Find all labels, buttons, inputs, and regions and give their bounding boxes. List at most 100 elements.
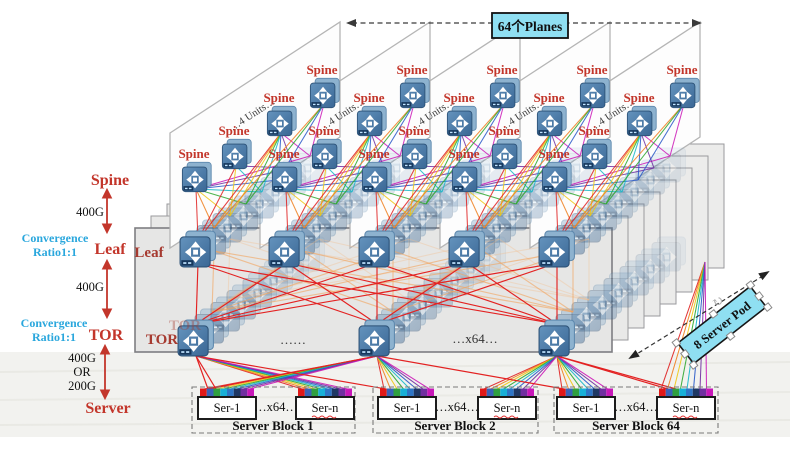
tor-row-ghost-label: TOR — [169, 318, 201, 334]
uplink-bar-segment — [420, 388, 428, 396]
tor-server-links — [195, 261, 708, 390]
uplink-bar-segment — [592, 388, 600, 396]
spine-switch-icon — [536, 105, 567, 137]
server-first-label: Ser-1 — [394, 401, 421, 415]
uplink-bar-segment — [606, 388, 613, 396]
arrowhead-left-icon — [346, 19, 356, 27]
legend-server-label: Server — [85, 400, 130, 417]
spine-label: Spine — [533, 90, 564, 105]
uplink-bar-segment — [480, 388, 487, 396]
uplink-bar-segment — [692, 388, 700, 396]
leaf-switch-icon — [448, 230, 485, 268]
spine-switch-icon — [541, 161, 572, 193]
uplink-bar-segment — [345, 388, 352, 396]
spine-label: Spine — [353, 90, 384, 105]
legend-bw-spine-leaf: 400G — [76, 205, 104, 219]
legend-convergence-2b: Ratio1:1 — [32, 330, 76, 344]
uplink-bar-segment — [298, 388, 305, 396]
uplink-bar-segment — [493, 388, 501, 396]
spellcheck-squiggle — [311, 415, 337, 419]
uplink-bar-segment — [486, 388, 494, 396]
uplink-bar-segment — [513, 388, 521, 396]
legend-spine-label: Spine — [91, 172, 129, 189]
tor-server-arrow — [99, 343, 111, 401]
uplink-bar-segment — [686, 388, 693, 396]
leaf-switch-icon — [358, 230, 395, 268]
legend-tor-label: TOR — [89, 327, 124, 344]
legend-convergence-1a: Convergence — [22, 231, 89, 245]
planes-count-callout: 64个Planes — [346, 12, 702, 39]
spine-switch-icon — [311, 138, 342, 170]
server-block-name: Server Block 1 — [232, 418, 313, 433]
uplink-bar-segment — [240, 388, 248, 396]
spine-switch-icon — [266, 105, 297, 137]
server-last-label: Ser-n — [312, 401, 340, 415]
leaf-row-label: Leaf — [134, 245, 164, 261]
selection-handles[interactable] — [671, 280, 773, 370]
uplink-bar-segment — [233, 388, 241, 396]
uplink-bar-segment — [520, 388, 528, 396]
legend-bw-tor-server-1: 400G — [68, 351, 96, 365]
server-last-label: Ser-n — [494, 401, 522, 415]
tor-row-label: TOR — [146, 332, 178, 348]
layer-legend: Spine 400G Convergence Ratio1:1 Leaf 400… — [21, 172, 131, 417]
tor-switch-icon — [358, 319, 395, 357]
tor-ellipsis: …… — [280, 332, 306, 347]
spine-switch-icon — [361, 161, 392, 193]
ghost-switch-icon — [651, 147, 686, 183]
spine-label: Spine — [488, 123, 519, 138]
uplink-bar-segment — [318, 388, 325, 396]
uplink-bar-segment — [206, 388, 214, 396]
spine-switch-icon — [491, 138, 522, 170]
uplink-bar-segment — [679, 388, 686, 396]
spine-label: Spine — [268, 146, 299, 161]
uplink-bar-segment — [586, 388, 593, 396]
spine-label: Spine — [396, 62, 427, 77]
server-last-label: Ser-n — [673, 401, 701, 415]
spine-label: Spine — [263, 90, 294, 105]
server-block-name: Server Block 2 — [414, 418, 495, 433]
spine-label: Spine — [443, 90, 474, 105]
uplink-bar-segment — [413, 388, 421, 396]
spine-switch-icon — [221, 138, 252, 170]
fabric-labels: Leaf TOR TOR …… …x64… — [134, 245, 497, 348]
spine-label: Spine — [448, 146, 479, 161]
uplink-bar-segment — [386, 388, 394, 396]
spine-switch-icon — [446, 105, 477, 137]
planes-count-label: 64个Planes — [498, 19, 563, 34]
spine-label: Spine — [538, 146, 569, 161]
spine-label: Spine — [218, 123, 249, 138]
uplink-bar-segment — [407, 388, 414, 396]
server-blocks: Ser-1 …x64… Ser-n Server Block 1 Ser-1 …… — [191, 386, 719, 434]
server-block: Ser-1 …x64… Ser-n Server Block 2 — [372, 386, 539, 434]
spine-switch-icon — [626, 105, 657, 137]
spine-label: Spine — [308, 123, 339, 138]
spine-plane — [169, 20, 341, 250]
uplink-bar-segment — [325, 388, 332, 396]
spine-switch-icon — [401, 138, 432, 170]
uplink-bar-segment — [213, 388, 221, 396]
spine-switch-icon — [399, 77, 430, 109]
server-count-label: …x64… — [435, 400, 479, 414]
spine-switch-icon — [181, 161, 212, 193]
legend-convergence-2a: Convergence — [21, 316, 88, 330]
uplink-bar-segment — [699, 388, 707, 396]
spine-switch-icon — [356, 105, 387, 137]
uplink-bar-segment — [427, 388, 434, 396]
leaf-switch-icon — [268, 230, 305, 268]
uplink-bar-segment — [380, 388, 387, 396]
legend-bw-tor-server-3: 200G — [68, 379, 96, 393]
uplink-bar-segment — [527, 388, 534, 396]
legend-bw-tor-server-2: OR — [73, 365, 91, 379]
uplink-bar-segment — [311, 388, 319, 396]
spine-label: Spine — [666, 62, 697, 77]
uplink-bar-segment — [599, 388, 607, 396]
uplink-bar-segment — [227, 388, 234, 396]
arrowhead-right-icon — [692, 19, 702, 27]
arrowhead-up-right-icon — [758, 270, 770, 281]
uplink-bar-segment — [331, 388, 339, 396]
server-count-label: …x64… — [614, 400, 658, 414]
uplink-bar-segment — [400, 388, 407, 396]
spellcheck-squiggle — [672, 415, 698, 419]
